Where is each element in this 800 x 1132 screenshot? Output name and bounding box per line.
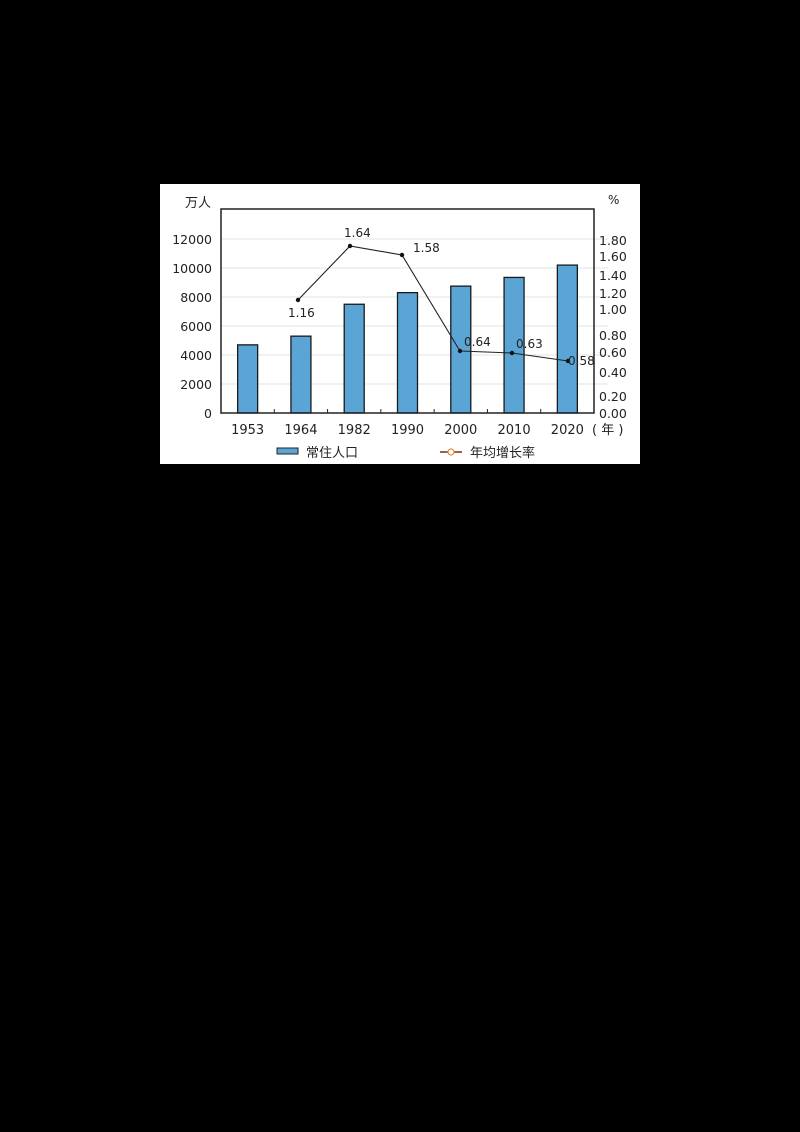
x-tick-label: 1990 bbox=[391, 423, 424, 438]
right-axis-unit: % bbox=[608, 193, 619, 207]
line-series-growth-rate: 1.16 1.64 1.58 0.64 0.63 0.58 bbox=[288, 226, 595, 368]
chart-panel: 1.16 1.64 1.58 0.64 0.63 0.58 0 2000 4000 6000 80… bbox=[160, 184, 640, 464]
data-label: 0.64 bbox=[464, 335, 491, 349]
right-tick-label: 1.00 bbox=[599, 302, 627, 317]
line-point-2010 bbox=[509, 350, 515, 356]
data-label: 0.63 bbox=[516, 337, 543, 351]
data-label: 0.58 bbox=[568, 354, 595, 368]
line-point-1964 bbox=[295, 297, 301, 303]
right-axis-labels: 0.00 0.20 0.40 0.60 0.80 1.001.20 1.40 1.601.80 bbox=[599, 233, 627, 421]
legend-bar-label: 常住人口 bbox=[306, 446, 358, 461]
bar-1953 bbox=[236, 344, 259, 414]
left-axis-labels: 0 2000 4000 6000 8000 10000 12000 bbox=[172, 232, 212, 421]
left-tick-label: 12000 bbox=[172, 232, 212, 247]
x-axis-ticks bbox=[273, 409, 542, 413]
left-tick-label: 0 bbox=[204, 406, 212, 421]
bar-1982 bbox=[343, 303, 365, 414]
right-tick-label: 0.60 bbox=[599, 345, 627, 360]
left-axis-unit: 万人 bbox=[185, 196, 211, 211]
x-tick-label: 1964 bbox=[284, 423, 317, 438]
population-chart: 1.16 1.64 1.58 0.64 0.63 0.58 0 2000 4000 6000 80… bbox=[172, 193, 627, 461]
bar-1990 bbox=[396, 292, 419, 414]
right-tick-label: 0.80 bbox=[599, 328, 627, 343]
x-tick-label: 1982 bbox=[338, 423, 371, 438]
left-tick-label: 4000 bbox=[180, 348, 212, 363]
x-axis-labels: 1953 1964 1982 1990 2000 2010 2020 bbox=[231, 423, 584, 438]
right-tick-label: 0.00 bbox=[599, 406, 627, 421]
plot-frame bbox=[220, 208, 595, 414]
x-tick-label: 2000 bbox=[444, 423, 477, 438]
right-tick-label: 1.20 bbox=[599, 286, 627, 301]
right-tick-label: 0.20 bbox=[599, 389, 627, 404]
right-tick-label: 1.80 bbox=[599, 233, 627, 248]
x-axis-unit: ( 年 ) bbox=[592, 423, 623, 438]
x-tick-label: 2010 bbox=[498, 423, 531, 438]
line-point-2020 bbox=[565, 358, 571, 364]
right-tick-label: 0.40 bbox=[599, 365, 627, 380]
right-tick-label: 1.40 bbox=[599, 268, 627, 283]
x-tick-label: 1953 bbox=[231, 423, 264, 438]
data-label: 1.64 bbox=[344, 226, 371, 240]
line-point-1990 bbox=[399, 252, 405, 258]
bar-2020 bbox=[556, 264, 579, 414]
left-tick-label: 8000 bbox=[180, 290, 212, 305]
line-point-1982 bbox=[347, 243, 353, 249]
x-tick-label: 2020 bbox=[551, 423, 584, 438]
legend-line-label: 年均增长率 bbox=[470, 445, 535, 461]
line-point-2000 bbox=[457, 348, 463, 354]
legend-bar-swatch bbox=[276, 447, 299, 455]
left-tick-label: 2000 bbox=[180, 377, 212, 392]
data-label: 1.16 bbox=[288, 306, 315, 320]
bar-1964 bbox=[290, 335, 312, 414]
legend-line-marker-icon bbox=[447, 448, 455, 456]
data-label: 1.58 bbox=[413, 241, 440, 255]
legend: 常住人口 年均增长率 bbox=[276, 445, 535, 461]
left-tick-label: 6000 bbox=[180, 319, 212, 334]
right-tick-label: 1.60 bbox=[599, 249, 627, 264]
left-tick-label: 10000 bbox=[172, 261, 212, 276]
